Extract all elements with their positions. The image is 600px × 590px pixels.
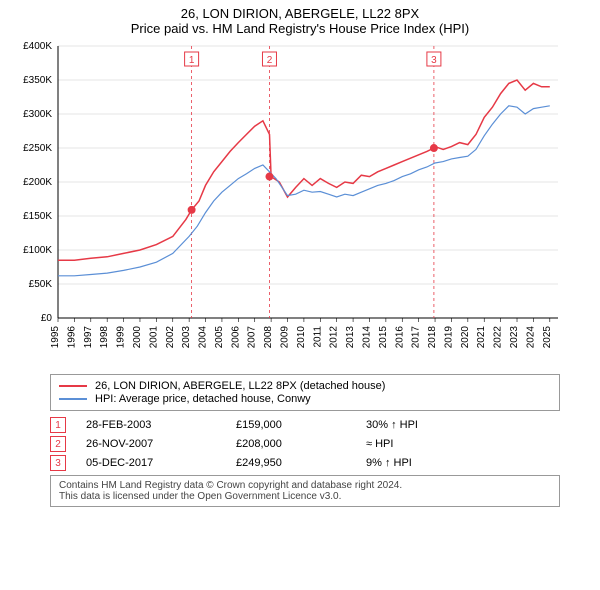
legend-row: 26, LON DIRION, ABERGELE, LL22 8PX (deta… [59, 380, 551, 392]
svg-text:1997: 1997 [83, 326, 94, 349]
event-marker: 2 [50, 436, 66, 452]
svg-text:3: 3 [431, 55, 437, 66]
svg-text:£200K: £200K [23, 177, 52, 188]
svg-text:2020: 2020 [460, 326, 471, 349]
svg-text:2025: 2025 [542, 326, 553, 349]
legend-label: 26, LON DIRION, ABERGELE, LL22 8PX (deta… [95, 380, 385, 392]
svg-text:2007: 2007 [247, 326, 258, 349]
svg-text:£0: £0 [41, 313, 53, 324]
events-table: 1 28-FEB-2003 £159,000 30% ↑ HPI 2 26-NOV-200… [50, 417, 560, 471]
legend-swatch [59, 385, 87, 387]
event-delta: 9% ↑ HPI [366, 457, 486, 469]
svg-text:2012: 2012 [329, 326, 340, 349]
svg-text:1999: 1999 [116, 326, 127, 349]
event-price: £208,000 [236, 438, 356, 450]
event-marker: 1 [50, 417, 66, 433]
svg-text:£250K: £250K [23, 143, 52, 154]
event-delta: ≈ HPI [366, 438, 486, 450]
chart-area: £0 £50K £100K £150K £200K £250K £300K £350K £400… [10, 40, 590, 370]
footer-line1: Contains HM Land Registry data © Crown c… [59, 480, 551, 491]
svg-text:2019: 2019 [443, 326, 454, 349]
svg-text:£400K: £400K [23, 41, 52, 52]
legend-box: 26, LON DIRION, ABERGELE, LL22 8PX (deta… [50, 374, 560, 411]
svg-text:1995: 1995 [50, 326, 61, 349]
footer-attribution: Contains HM Land Registry data © Crown c… [50, 475, 560, 507]
svg-text:2023: 2023 [509, 326, 520, 349]
svg-text:2024: 2024 [525, 326, 536, 349]
svg-text:2021: 2021 [476, 326, 487, 349]
svg-text:1996: 1996 [66, 326, 77, 349]
event-date: 05-DEC-2017 [86, 457, 226, 469]
svg-text:£300K: £300K [23, 109, 52, 120]
event-marker: 3 [50, 455, 66, 471]
title-line2: Price paid vs. HM Land Registry's House … [10, 21, 590, 36]
svg-text:2011: 2011 [312, 326, 323, 348]
event-row: 2 26-NOV-2007 £208,000 ≈ HPI [50, 436, 560, 452]
legend-swatch [59, 398, 87, 400]
svg-text:2017: 2017 [411, 326, 422, 349]
svg-text:2006: 2006 [230, 326, 241, 349]
event-date: 28-FEB-2003 [86, 419, 226, 431]
legend-label: HPI: Average price, detached house, Conw… [95, 393, 311, 405]
svg-text:£150K: £150K [23, 211, 52, 222]
svg-text:£350K: £350K [23, 75, 52, 86]
event-delta: 30% ↑ HPI [366, 419, 486, 431]
svg-text:2015: 2015 [378, 326, 389, 349]
event-price: £249,950 [236, 457, 356, 469]
svg-text:2000: 2000 [132, 326, 143, 349]
svg-text:2016: 2016 [394, 326, 405, 349]
svg-text:2009: 2009 [280, 326, 291, 349]
svg-text:2: 2 [267, 55, 273, 66]
event-row: 3 05-DEC-2017 £249,950 9% ↑ HPI [50, 455, 560, 471]
svg-text:2008: 2008 [263, 326, 274, 349]
svg-text:£50K: £50K [29, 279, 53, 290]
footer-line2: This data is licensed under the Open Gov… [59, 491, 551, 502]
svg-text:1: 1 [189, 55, 195, 66]
svg-text:1998: 1998 [99, 326, 110, 349]
svg-text:2010: 2010 [296, 326, 307, 349]
svg-text:2003: 2003 [181, 326, 192, 349]
svg-text:2022: 2022 [493, 326, 504, 349]
svg-text:2001: 2001 [148, 326, 159, 349]
svg-text:2014: 2014 [361, 326, 372, 349]
chart-titles: 26, LON DIRION, ABERGELE, LL22 8PX Price… [10, 6, 590, 36]
title-line1: 26, LON DIRION, ABERGELE, LL22 8PX [10, 6, 590, 21]
legend-row: HPI: Average price, detached house, Conw… [59, 393, 551, 405]
event-date: 26-NOV-2007 [86, 438, 226, 450]
line-chart-svg: £0 £50K £100K £150K £200K £250K £300K £350K £400… [10, 40, 570, 370]
svg-text:2018: 2018 [427, 326, 438, 349]
svg-text:2013: 2013 [345, 326, 356, 349]
event-price: £159,000 [236, 419, 356, 431]
svg-text:£100K: £100K [23, 245, 52, 256]
svg-text:2004: 2004 [198, 326, 209, 349]
svg-text:2002: 2002 [165, 326, 176, 349]
event-row: 1 28-FEB-2003 £159,000 30% ↑ HPI [50, 417, 560, 433]
svg-text:2005: 2005 [214, 326, 225, 349]
